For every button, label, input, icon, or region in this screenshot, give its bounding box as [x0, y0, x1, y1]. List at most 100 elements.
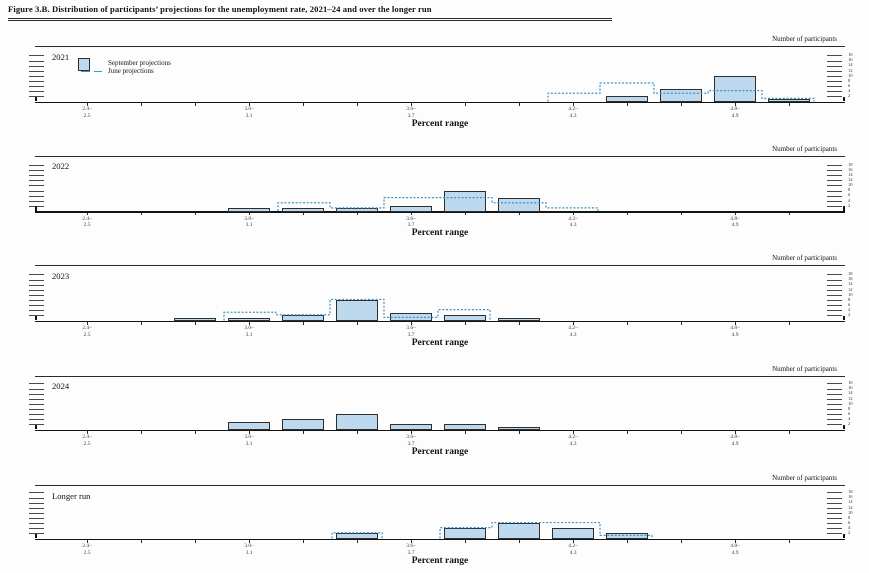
- x-tick-label-bottom: 4.9: [731, 549, 739, 556]
- y-tick-label: 8: [848, 187, 851, 193]
- y-tick-label: 16: [848, 494, 853, 500]
- september-bar: [336, 533, 378, 540]
- y-tick-left: [29, 300, 44, 302]
- bin-tick: [302, 212, 304, 216]
- bin-tick: [464, 212, 466, 216]
- y-tick-label: 4: [848, 88, 851, 94]
- y-tick-left: [29, 200, 44, 202]
- y-tick-label: 12: [848, 395, 853, 401]
- september-bar: [714, 75, 756, 103]
- panel-top-rule: [35, 265, 845, 266]
- september-bar: [282, 315, 324, 322]
- bin-tick: [464, 540, 466, 543]
- x-tick-label-top: 3.6–: [406, 106, 416, 113]
- y-tick-left: [29, 398, 44, 400]
- bin-tick: [680, 540, 682, 543]
- x-tick-label-top: 4.8–: [730, 543, 740, 550]
- panel-label: 2021: [52, 51, 70, 62]
- x-tick-label-top: 4.8–: [730, 106, 740, 113]
- x-tick-label: 2.4– 2.5: [71, 106, 103, 119]
- x-tick-label-bottom: 3.1: [245, 331, 253, 338]
- bin-tick: [194, 431, 196, 434]
- y-tick-label: 14: [848, 62, 853, 68]
- axis-end-left: [35, 424, 37, 430]
- y-tick-left: [29, 502, 44, 504]
- y-tick-left: [29, 393, 44, 395]
- x-tick-label-top: 3.0–: [244, 215, 254, 222]
- x-tick-label-bottom: 3.7: [407, 549, 415, 556]
- june-projection-step-line: [277, 197, 599, 211]
- y-tick-right: [827, 284, 842, 286]
- y-tick-left: [29, 507, 44, 509]
- y-tick-left: [29, 383, 44, 385]
- x-tick-label-bottom: 3.7: [407, 440, 415, 447]
- x-axis-title: Percent range: [411, 118, 469, 129]
- y-tick-left: [29, 55, 44, 57]
- bin-tick: [518, 322, 520, 325]
- panel-top-rule: [35, 155, 845, 157]
- y-tick-left: [29, 289, 44, 291]
- x-tick-label: 4.2– 4.3: [557, 434, 589, 447]
- bin-tick: [572, 431, 574, 434]
- y-tick-right: [827, 70, 842, 72]
- y-tick-right: [827, 409, 842, 411]
- y-tick-label: 12: [848, 286, 853, 292]
- september-bar: [498, 317, 540, 322]
- x-tick-label-bottom: 4.3: [569, 549, 577, 556]
- bin-tick: [572, 103, 574, 106]
- y-tick-label: 10: [848, 291, 853, 297]
- bin-tick: [680, 322, 682, 325]
- bin-tick: [86, 103, 88, 106]
- y-tick-left: [29, 294, 44, 296]
- y-tick-label: 2: [848, 312, 851, 318]
- panel-top-rule: [35, 46, 845, 47]
- y-tick-right: [827, 96, 842, 98]
- x-tick-label-bottom: 3.1: [245, 549, 253, 556]
- bin-tick: [410, 540, 412, 543]
- june-projection-step-line: [223, 298, 491, 321]
- y-tick-label: 16: [848, 166, 853, 172]
- y-tick-label: 18: [848, 161, 853, 167]
- y-tick-left: [29, 195, 44, 197]
- y-tick-right: [827, 497, 842, 499]
- legend-june-dash-icon: [93, 70, 102, 73]
- x-tick-label-top: 4.2–: [568, 106, 578, 113]
- x-axis-title: Percent range: [411, 446, 469, 457]
- bin-tick: [788, 540, 790, 543]
- bin-tick: [194, 103, 196, 106]
- september-bar: [174, 317, 216, 322]
- bin-tick: [788, 431, 790, 434]
- x-tick-label-top: 3.6–: [406, 543, 416, 550]
- bin-tick: [302, 540, 304, 543]
- x-tick-label-top: 2.4–: [82, 434, 92, 441]
- y-tick-label: 10: [848, 72, 853, 78]
- bin-tick: [734, 540, 736, 543]
- y-tick-left: [29, 512, 44, 514]
- x-tick-label-top: 3.0–: [244, 106, 254, 113]
- y-tick-right: [827, 414, 842, 416]
- y-tick-label: 6: [848, 82, 851, 88]
- bin-tick: [302, 431, 304, 434]
- bin-tick: [464, 322, 466, 325]
- bin-tick: [302, 103, 304, 106]
- x-tick-label: 3.0– 3.1: [233, 106, 265, 119]
- y-tick-right: [827, 315, 842, 317]
- axis-end-left: [35, 206, 37, 211]
- y-tick-left: [29, 190, 44, 192]
- y-tick-right: [827, 195, 842, 197]
- x-tick-label-bottom: 4.3: [569, 331, 577, 338]
- bin-tick: [518, 431, 520, 434]
- y-tick-right: [827, 294, 842, 296]
- y-tick-left: [29, 164, 44, 166]
- figure-title: Figure 3.B. Distribution of participants…: [8, 4, 432, 14]
- y-tick-label: 8: [848, 514, 851, 520]
- axis-end-right: [843, 315, 845, 321]
- y-tick-right: [827, 523, 842, 525]
- y-tick-label: 16: [848, 276, 853, 282]
- axis-end-left: [35, 315, 37, 321]
- bin-tick: [86, 540, 88, 543]
- y-tick-label: 12: [848, 177, 853, 183]
- legend-june-dash-icon: [81, 70, 90, 73]
- y-tick-right: [827, 507, 842, 509]
- bin-tick: [140, 212, 142, 216]
